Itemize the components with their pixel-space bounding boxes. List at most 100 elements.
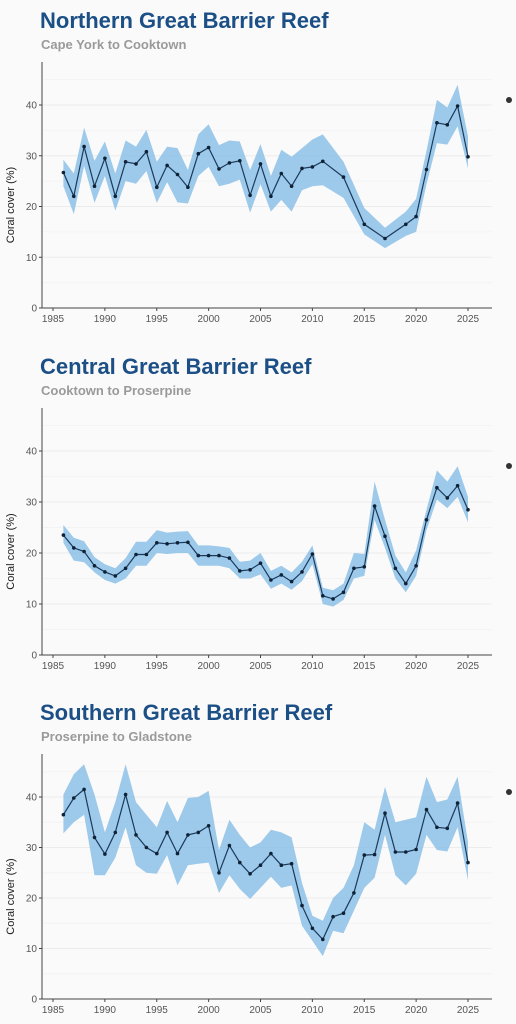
coral-cover-chart: 0 10 20 30 40 1985 1990 1995 2000 2005 2010 2015 202… bbox=[5, 408, 492, 672]
data-point bbox=[455, 104, 460, 108]
x-tick-label: 2025 bbox=[457, 1005, 480, 1016]
x-tick-label: 2025 bbox=[457, 661, 480, 672]
x-tick-label: 2020 bbox=[405, 661, 428, 672]
data-point bbox=[310, 926, 315, 931]
data-point bbox=[103, 852, 107, 856]
x-tick-label: 2015 bbox=[353, 661, 376, 672]
x-tick-label: 2000 bbox=[198, 314, 221, 325]
data-point bbox=[404, 850, 408, 854]
data-point bbox=[383, 811, 387, 815]
data-point bbox=[341, 590, 346, 595]
data-point bbox=[134, 833, 138, 837]
data-point bbox=[196, 553, 201, 558]
x-tick-label: 1995 bbox=[146, 314, 169, 325]
data-point bbox=[134, 162, 138, 166]
x-tick-label: 2010 bbox=[301, 314, 324, 325]
data-point bbox=[123, 160, 128, 164]
data-point bbox=[310, 165, 315, 169]
data-point bbox=[165, 830, 169, 835]
y-tick-label: 0 bbox=[31, 304, 37, 315]
data-point bbox=[227, 556, 232, 560]
data-point bbox=[424, 518, 429, 522]
data-point bbox=[435, 485, 439, 490]
data-point bbox=[445, 826, 450, 831]
data-point bbox=[455, 483, 460, 488]
data-point bbox=[300, 570, 304, 574]
y-axis-label: Coral cover (%) bbox=[5, 858, 17, 934]
data-point bbox=[92, 184, 97, 188]
x-tick-label: 1995 bbox=[146, 1005, 169, 1016]
data-point bbox=[279, 863, 284, 867]
chart-title: Southern Great Barrier Reef bbox=[40, 700, 333, 725]
y-tick-label: 10 bbox=[26, 600, 38, 611]
data-point bbox=[258, 863, 263, 867]
data-point bbox=[414, 214, 418, 219]
data-point bbox=[383, 534, 387, 538]
data-point bbox=[352, 566, 356, 571]
data-point bbox=[206, 824, 211, 828]
chart-subtitle: Proserpine to Gladstone bbox=[41, 729, 192, 744]
y-tick-label: 40 bbox=[26, 447, 38, 458]
data-point bbox=[196, 830, 201, 835]
bullet-icon bbox=[506, 463, 512, 469]
data-point bbox=[372, 852, 377, 857]
data-point bbox=[445, 123, 450, 127]
data-point bbox=[435, 121, 439, 125]
data-point bbox=[186, 833, 190, 837]
chart-title: Central Great Barrier Reef bbox=[40, 354, 312, 379]
x-tick-label: 2005 bbox=[249, 314, 272, 325]
data-point bbox=[238, 860, 242, 865]
data-point bbox=[300, 166, 304, 171]
x-tick-label: 1990 bbox=[94, 1005, 117, 1016]
data-point bbox=[414, 564, 418, 568]
x-tick-label: 2015 bbox=[353, 314, 376, 325]
y-tick-label: 0 bbox=[31, 995, 37, 1006]
data-point bbox=[372, 504, 377, 508]
chart-title: Northern Great Barrier Reef bbox=[40, 8, 329, 33]
data-point bbox=[393, 566, 398, 571]
data-point bbox=[248, 872, 252, 876]
data-point bbox=[72, 194, 76, 199]
data-point bbox=[310, 552, 315, 556]
data-point bbox=[466, 155, 470, 159]
x-tick-label: 1990 bbox=[94, 661, 117, 672]
data-point bbox=[362, 222, 367, 227]
data-point bbox=[61, 533, 66, 537]
x-tick-label: 1985 bbox=[42, 1005, 65, 1016]
data-point bbox=[362, 565, 367, 569]
data-point bbox=[341, 911, 346, 915]
data-point bbox=[248, 568, 252, 572]
x-tick-label: 1995 bbox=[146, 661, 169, 672]
central-panel: Central Great Barrier Reef Cooktown to P… bbox=[0, 346, 516, 691]
data-point bbox=[165, 163, 169, 168]
x-tick-label: 2010 bbox=[301, 1005, 324, 1016]
data-point bbox=[92, 835, 97, 840]
data-point bbox=[217, 871, 221, 875]
chart-subtitle: Cooktown to Proserpine bbox=[41, 383, 192, 398]
data-point bbox=[155, 185, 159, 189]
series-line bbox=[62, 484, 469, 600]
data-point bbox=[238, 159, 242, 163]
data-point bbox=[466, 507, 470, 512]
bullet-icon bbox=[506, 789, 512, 795]
data-point bbox=[82, 787, 86, 792]
data-point bbox=[424, 167, 429, 172]
data-point bbox=[144, 845, 149, 850]
data-point bbox=[331, 597, 335, 601]
data-point bbox=[227, 161, 232, 165]
data-point bbox=[404, 222, 408, 227]
data-point bbox=[362, 853, 367, 857]
data-point bbox=[414, 847, 418, 852]
chart-subtitle: Cape York to Cooktown bbox=[41, 37, 187, 52]
data-point bbox=[217, 553, 221, 558]
data-point bbox=[300, 903, 304, 908]
data-point bbox=[238, 569, 242, 573]
x-tick-label: 2025 bbox=[457, 314, 480, 325]
y-tick-label: 30 bbox=[26, 843, 38, 854]
bullet-icon bbox=[506, 97, 512, 103]
data-point bbox=[175, 172, 180, 177]
data-point bbox=[279, 171, 284, 176]
data-point bbox=[248, 193, 252, 198]
data-point bbox=[103, 156, 107, 161]
x-tick-label: 2015 bbox=[353, 1005, 376, 1016]
